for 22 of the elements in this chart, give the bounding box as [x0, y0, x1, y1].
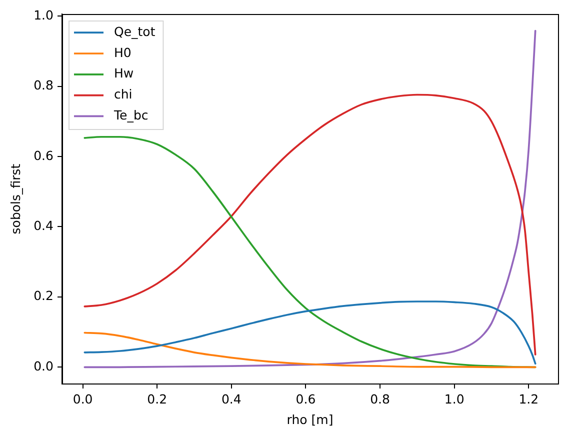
y-axis-title: sobols_first: [8, 164, 23, 234]
x-tick-label: 0.2: [147, 391, 168, 406]
legend-label: Qe_tot: [114, 24, 156, 39]
y-tick-label: 0.6: [34, 148, 54, 163]
x-tick-label: 1.0: [444, 391, 464, 406]
legend-label: H0: [114, 44, 132, 60]
x-tick-label: 0.4: [221, 391, 242, 406]
y-tick-label: 0.0: [34, 358, 54, 374]
legend-label: Te_bc: [113, 107, 148, 122]
x-tick-label: 0.8: [370, 391, 390, 406]
line-series: [84, 332, 536, 368]
y-tick-label: 0.4: [34, 218, 54, 233]
x-axis-title: rho [m]: [286, 412, 334, 427]
legend-label: Hw: [114, 66, 134, 81]
y-tick-label: 0.8: [34, 78, 54, 93]
y-tick-label: 0.2: [34, 288, 54, 304]
line-series: [84, 300, 536, 365]
x-tick-label: 0.6: [296, 391, 316, 406]
legend-label: chi: [114, 86, 132, 102]
y-tick-label: 1.0: [34, 7, 54, 22]
x-tick-label: 1.2: [518, 391, 539, 406]
x-tick-label: 0.0: [72, 391, 93, 406]
